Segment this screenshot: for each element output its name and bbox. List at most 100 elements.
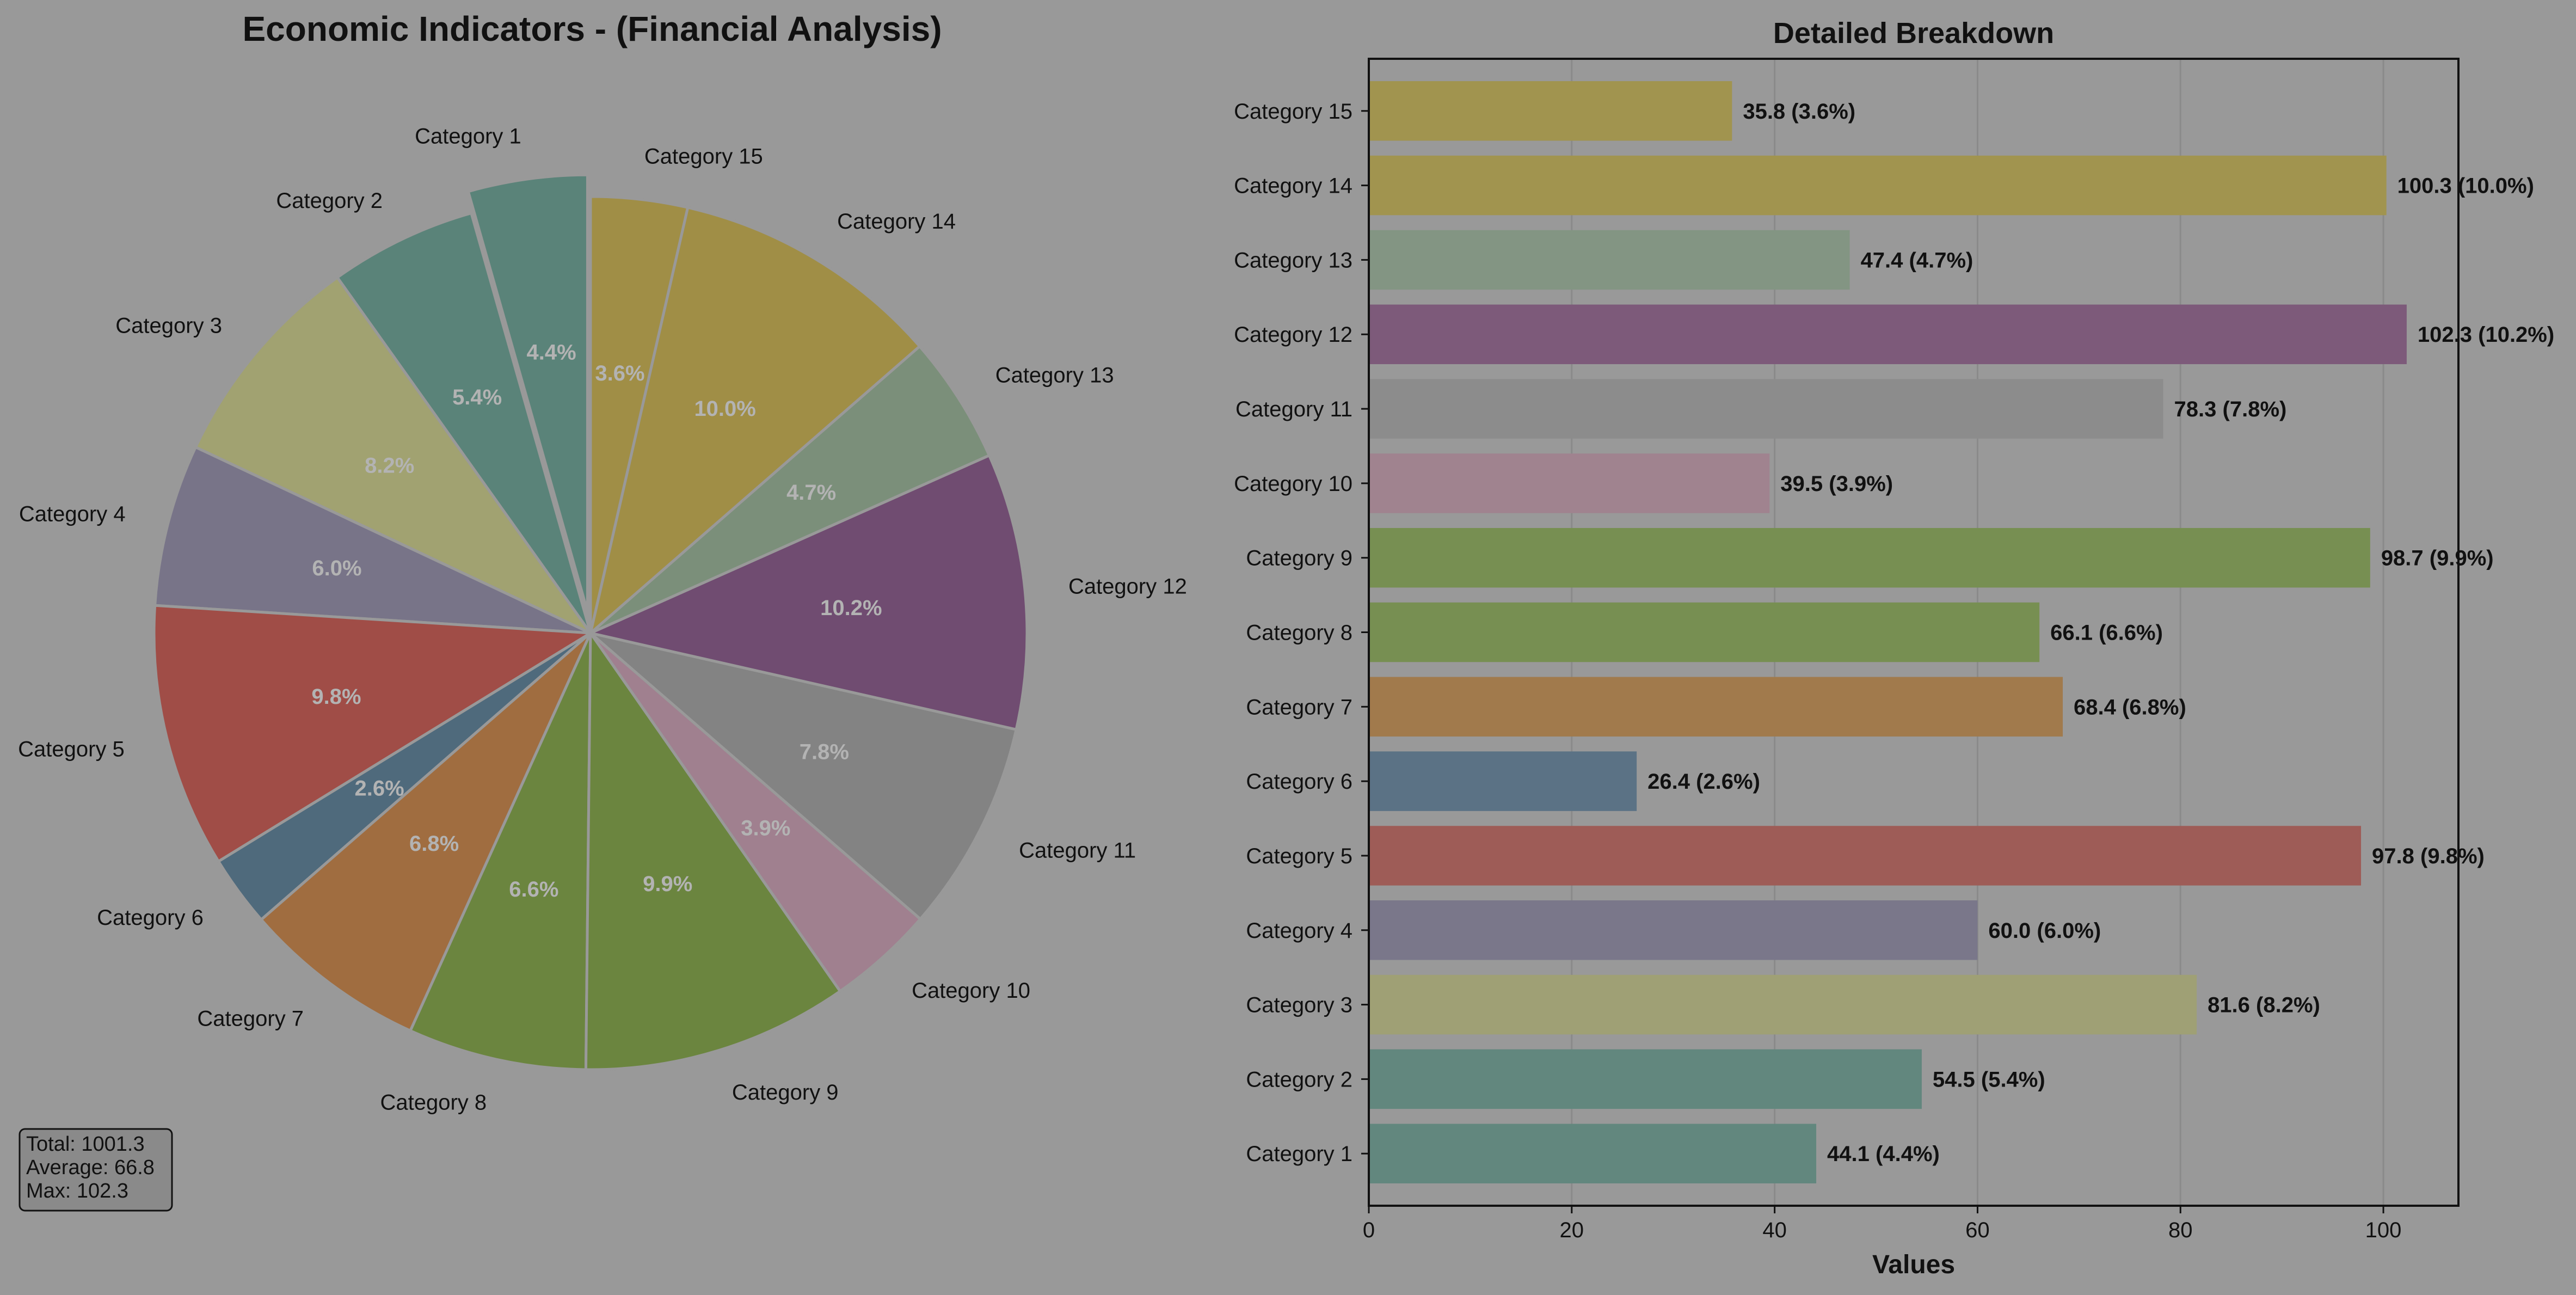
bar-axes-frame [1368,58,2460,1207]
bar-category-10 [1369,453,1770,513]
bar-chart: Detailed Breakdown 44.1 (4.4%) 54.5 (5.4%… [1234,17,2554,1279]
pie-slice-category-7 [259,632,592,1033]
x-tick-label: 40 [1762,1218,1787,1242]
bar-category-3 [1369,974,2197,1035]
bar-value-label: 100.3 (10.0%) [2397,174,2534,198]
x-tick-label: 0 [1363,1218,1375,1242]
pie-percent-label: 6.8% [409,832,459,856]
x-tick-label: 80 [2168,1218,2193,1242]
pie-category-label: Category 11 [1019,838,1136,862]
y-tick-label: Category 15 [1234,100,1352,124]
pie-category-labels: Category 1 Category 2 Category 3 Category 4… [18,125,1187,1115]
pie-category-label: Category 10 [912,979,1030,1003]
pie-slice-category-11 [589,631,1018,921]
pie-slice-category-3 [194,275,595,637]
y-tick-label: Category 13 [1234,248,1352,272]
pie-category-label: Category 1 [415,125,521,149]
pie-percent-label: 5.4% [452,385,502,409]
pie-slice-category-2 [335,211,592,634]
y-tick-label: Category 12 [1234,323,1352,347]
y-tick-label: Category 8 [1246,621,1352,645]
stats-average: Average: 66.8 [26,1156,155,1179]
pie-percent-label: 3.9% [741,817,790,840]
bar-x-ticks: 0 20 40 60 80 100 [1363,1206,2401,1242]
pie-slice-category-8 [408,632,592,1071]
pie-title: Economic Indicators - (Financial Analysi… [242,9,942,48]
x-tick-label: 20 [1560,1218,1584,1242]
pie-percent-label: 8.2% [365,453,414,477]
pie-chart: Economic Indicators - (Financial Analysi… [18,9,1187,1114]
pie-slice-category-13 [589,344,991,635]
bar-bars [1369,81,2407,1183]
bar-category-4 [1369,900,1978,960]
pie-category-label: Category 15 [644,144,763,168]
bar-value-label: 47.4 (4.7%) [1861,248,1974,272]
pie-category-label: Category 5 [18,738,125,762]
bar-xlabel: Values [1872,1250,1955,1279]
pie-slices [152,173,1029,1071]
pie-category-label: Category 3 [115,314,222,337]
bar-value-label: 66.1 (6.6%) [2050,621,2163,645]
pie-percent-label: 4.7% [786,481,836,505]
pie-slice-category-14 [588,206,922,637]
bar-category-15 [1369,81,1732,141]
bar-value-labels: 44.1 (4.4%) 54.5 (5.4%) 81.6 (8.2%) 60.0 (6… [1647,100,2554,1166]
pie-slice-category-5 [152,604,595,863]
pie-slice-category-4 [153,445,592,635]
pie-category-label: Category 7 [197,1007,304,1031]
y-tick-label: Category 6 [1246,770,1352,794]
pie-percent-label: 4.4% [527,341,576,365]
x-tick-label: 60 [1965,1218,1990,1242]
y-tick-label: Category 7 [1246,695,1352,719]
bar-category-8 [1369,602,2040,662]
y-tick-label: Category 11 [1235,397,1352,421]
y-tick-label: Category 5 [1246,844,1352,868]
bar-category-14 [1369,155,2387,216]
bar-category-11 [1369,379,2163,439]
bar-category-6 [1369,751,1637,811]
bar-title: Detailed Breakdown [1773,17,2054,50]
bar-value-label: 81.6 (8.2%) [2208,993,2320,1017]
bar-category-2 [1369,1049,1922,1109]
stats-total: Total: 1001.3 [26,1133,145,1156]
bar-value-label: 54.5 (5.4%) [1933,1067,2045,1091]
bar-category-9 [1369,527,2370,588]
pie-category-label: Category 13 [995,363,1114,387]
bar-value-label: 68.4 (6.8%) [2074,695,2186,719]
y-tick-label: Category 9 [1246,547,1352,570]
pie-percent-label: 2.6% [355,777,404,801]
y-tick-label: Category 3 [1246,993,1352,1017]
pie-percent-label: 6.6% [509,877,558,901]
pie-slice-category-10 [589,632,923,993]
pie-category-label: Category 12 [1068,574,1187,598]
pie-percent-label: 10.0% [694,397,755,421]
bar-value-label: 26.4 (2.6%) [1647,770,1760,794]
bar-value-label: 102.3 (10.2%) [2418,323,2554,347]
bar-category-7 [1369,677,2063,737]
bar-value-label: 39.5 (3.9%) [1780,472,1893,496]
pie-percent-label: 7.8% [800,740,849,764]
stats-box: Total: 1001.3 Average: 66.8 Max: 102.3 [19,1128,173,1212]
pie-category-label: Category 9 [732,1081,839,1104]
bar-value-label: 35.8 (3.6%) [1743,100,1855,124]
y-tick-label: Category 14 [1234,174,1352,198]
stats-max: Max: 102.3 [26,1180,128,1202]
pie-percent-label: 3.6% [595,361,644,385]
pie-percent-label: 9.8% [311,685,361,709]
bar-value-label: 60.0 (6.0%) [1988,919,2101,943]
pie-percent-label: 6.0% [312,556,361,580]
bar-category-1 [1369,1124,1817,1183]
pie-category-label: Category 14 [837,210,956,234]
pie-slice-category-1 [466,173,589,612]
pie-category-label: Category 8 [380,1090,487,1114]
pie-percent-label: 9.9% [643,872,692,896]
bar-category-12 [1369,304,2407,364]
bar-category-labels: Category 1 Category 2 Category 3 Category 4… [1234,100,1369,1166]
bar-category-13 [1369,230,1850,290]
bar-value-label: 97.8 (9.8%) [2372,844,2485,868]
y-tick-label: Category 4 [1246,919,1352,943]
y-tick-label: Category 2 [1246,1067,1352,1091]
pie-percent-labels: 4.4% 5.4% 8.2% 6.0% 9.8% 2.6% 6.8% 6.6% 9.9% 3.9%… [311,341,882,901]
pie-percent-label: 10.2% [820,596,882,620]
